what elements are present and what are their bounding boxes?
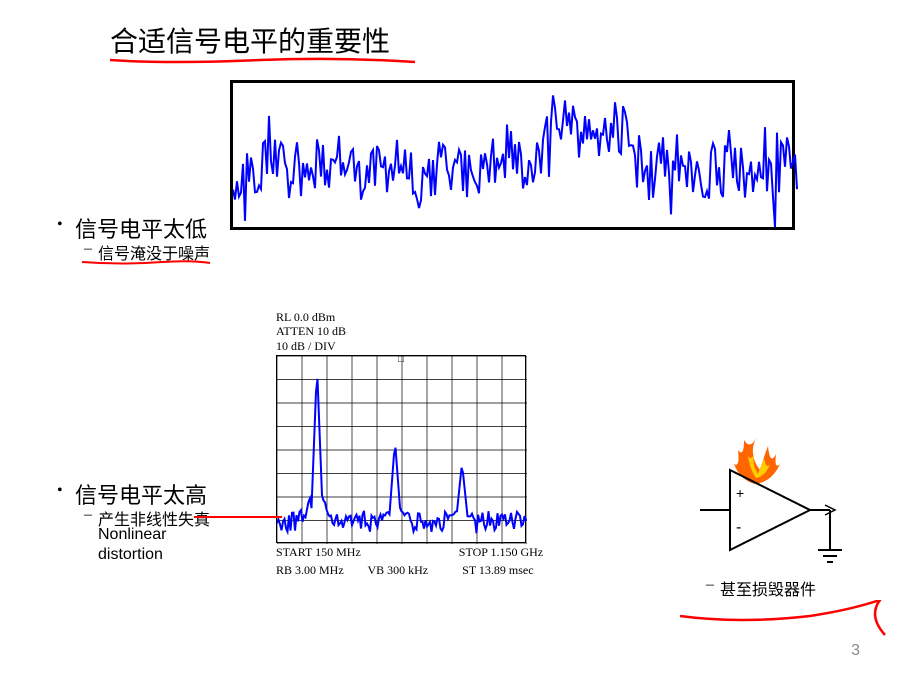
noise-chart <box>233 83 798 233</box>
spectrum-chart-wrap: RL 0.0 dBm ATTEN 10 dB 10 dB / DIV □ STA… <box>276 310 543 578</box>
underline-sub3 <box>680 600 890 640</box>
page-number: 3 <box>851 642 860 660</box>
amp-minus: - <box>736 519 741 536</box>
sub-nonlinear-en1: Nonlinear <box>98 526 166 544</box>
label-st: ST 13.89 msec <box>462 563 533 577</box>
amplifier-diagram: + - <box>690 420 850 600</box>
underline-sub1 <box>82 258 212 268</box>
sub-damage-device: 甚至损毁器件 <box>720 576 816 600</box>
sub-nonlinear-en2: distortion <box>98 546 163 564</box>
noise-chart-frame <box>230 80 795 230</box>
spectrum-bottom-row2: RB 3.00 MHz VB 300 kHz ST 13.89 msec <box>276 563 543 579</box>
slide-title: 合适信号电平的重要性 <box>110 20 390 60</box>
label-start: START 150 MHz <box>276 545 361 559</box>
center-marker: □ <box>398 354 404 365</box>
spectrum-chart-frame: □ <box>276 355 526 543</box>
spectrum-chart <box>277 356 527 544</box>
title-underline <box>110 56 420 68</box>
amp-plus: + <box>736 485 744 501</box>
spectrum-top-labels: RL 0.0 dBm ATTEN 10 dB 10 dB / DIV <box>276 310 543 353</box>
label-rb: RB 3.00 MHz <box>276 563 344 577</box>
label-vb: VB 300 kHz <box>367 563 428 577</box>
label-atten: ATTEN 10 dB <box>276 324 543 338</box>
spectrum-bottom-row1: START 150 MHz STOP 1.150 GHz <box>276 545 543 561</box>
arrow-to-chart <box>194 513 284 523</box>
label-div: 10 dB / DIV <box>276 339 543 353</box>
label-rl: RL 0.0 dBm <box>276 310 543 324</box>
amp-triangle <box>730 470 810 550</box>
label-stop: STOP 1.150 GHz <box>459 545 543 559</box>
